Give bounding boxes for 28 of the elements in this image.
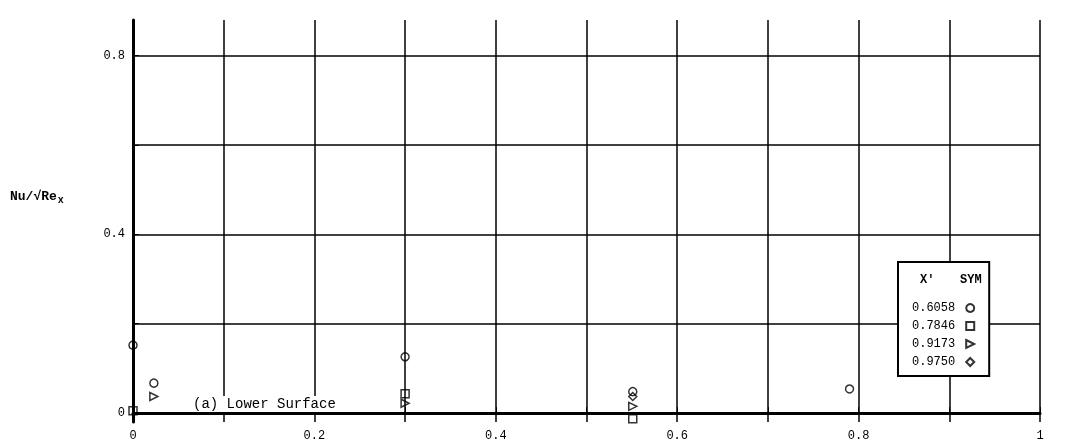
point (628, 414, 638, 424)
x-tick-label: 0.2 (303, 429, 326, 443)
point (844, 384, 855, 394)
point (128, 406, 138, 416)
legend-label: 0.7846 (911, 319, 956, 333)
point (128, 340, 138, 350)
y-tick-label: 0 (117, 406, 125, 421)
point (400, 389, 410, 399)
annotation: (a) Lower Surface (193, 396, 336, 412)
point (400, 352, 410, 362)
legend-title: X' (920, 273, 935, 287)
x-tick-label: 0.6 (666, 429, 688, 443)
x-tick-label: 0.8 (847, 429, 870, 443)
point (149, 378, 159, 388)
point (628, 386, 638, 397)
y-tick-label: 0.8 (103, 48, 125, 63)
point (628, 391, 638, 402)
x-tick-label: 0.4 (485, 429, 507, 443)
point (628, 401, 638, 412)
x-tick-label: 1 (1036, 429, 1044, 443)
y-tick-label: 0.4 (103, 227, 125, 242)
x-tick-label: 0 (129, 429, 137, 443)
annotation: SYM (960, 273, 982, 287)
legend-label: 0.9750 (911, 355, 956, 369)
point (149, 391, 159, 402)
legend-label: 0.6058 (911, 301, 956, 315)
point (400, 398, 410, 408)
legend-label: 0.9173 (911, 337, 956, 351)
